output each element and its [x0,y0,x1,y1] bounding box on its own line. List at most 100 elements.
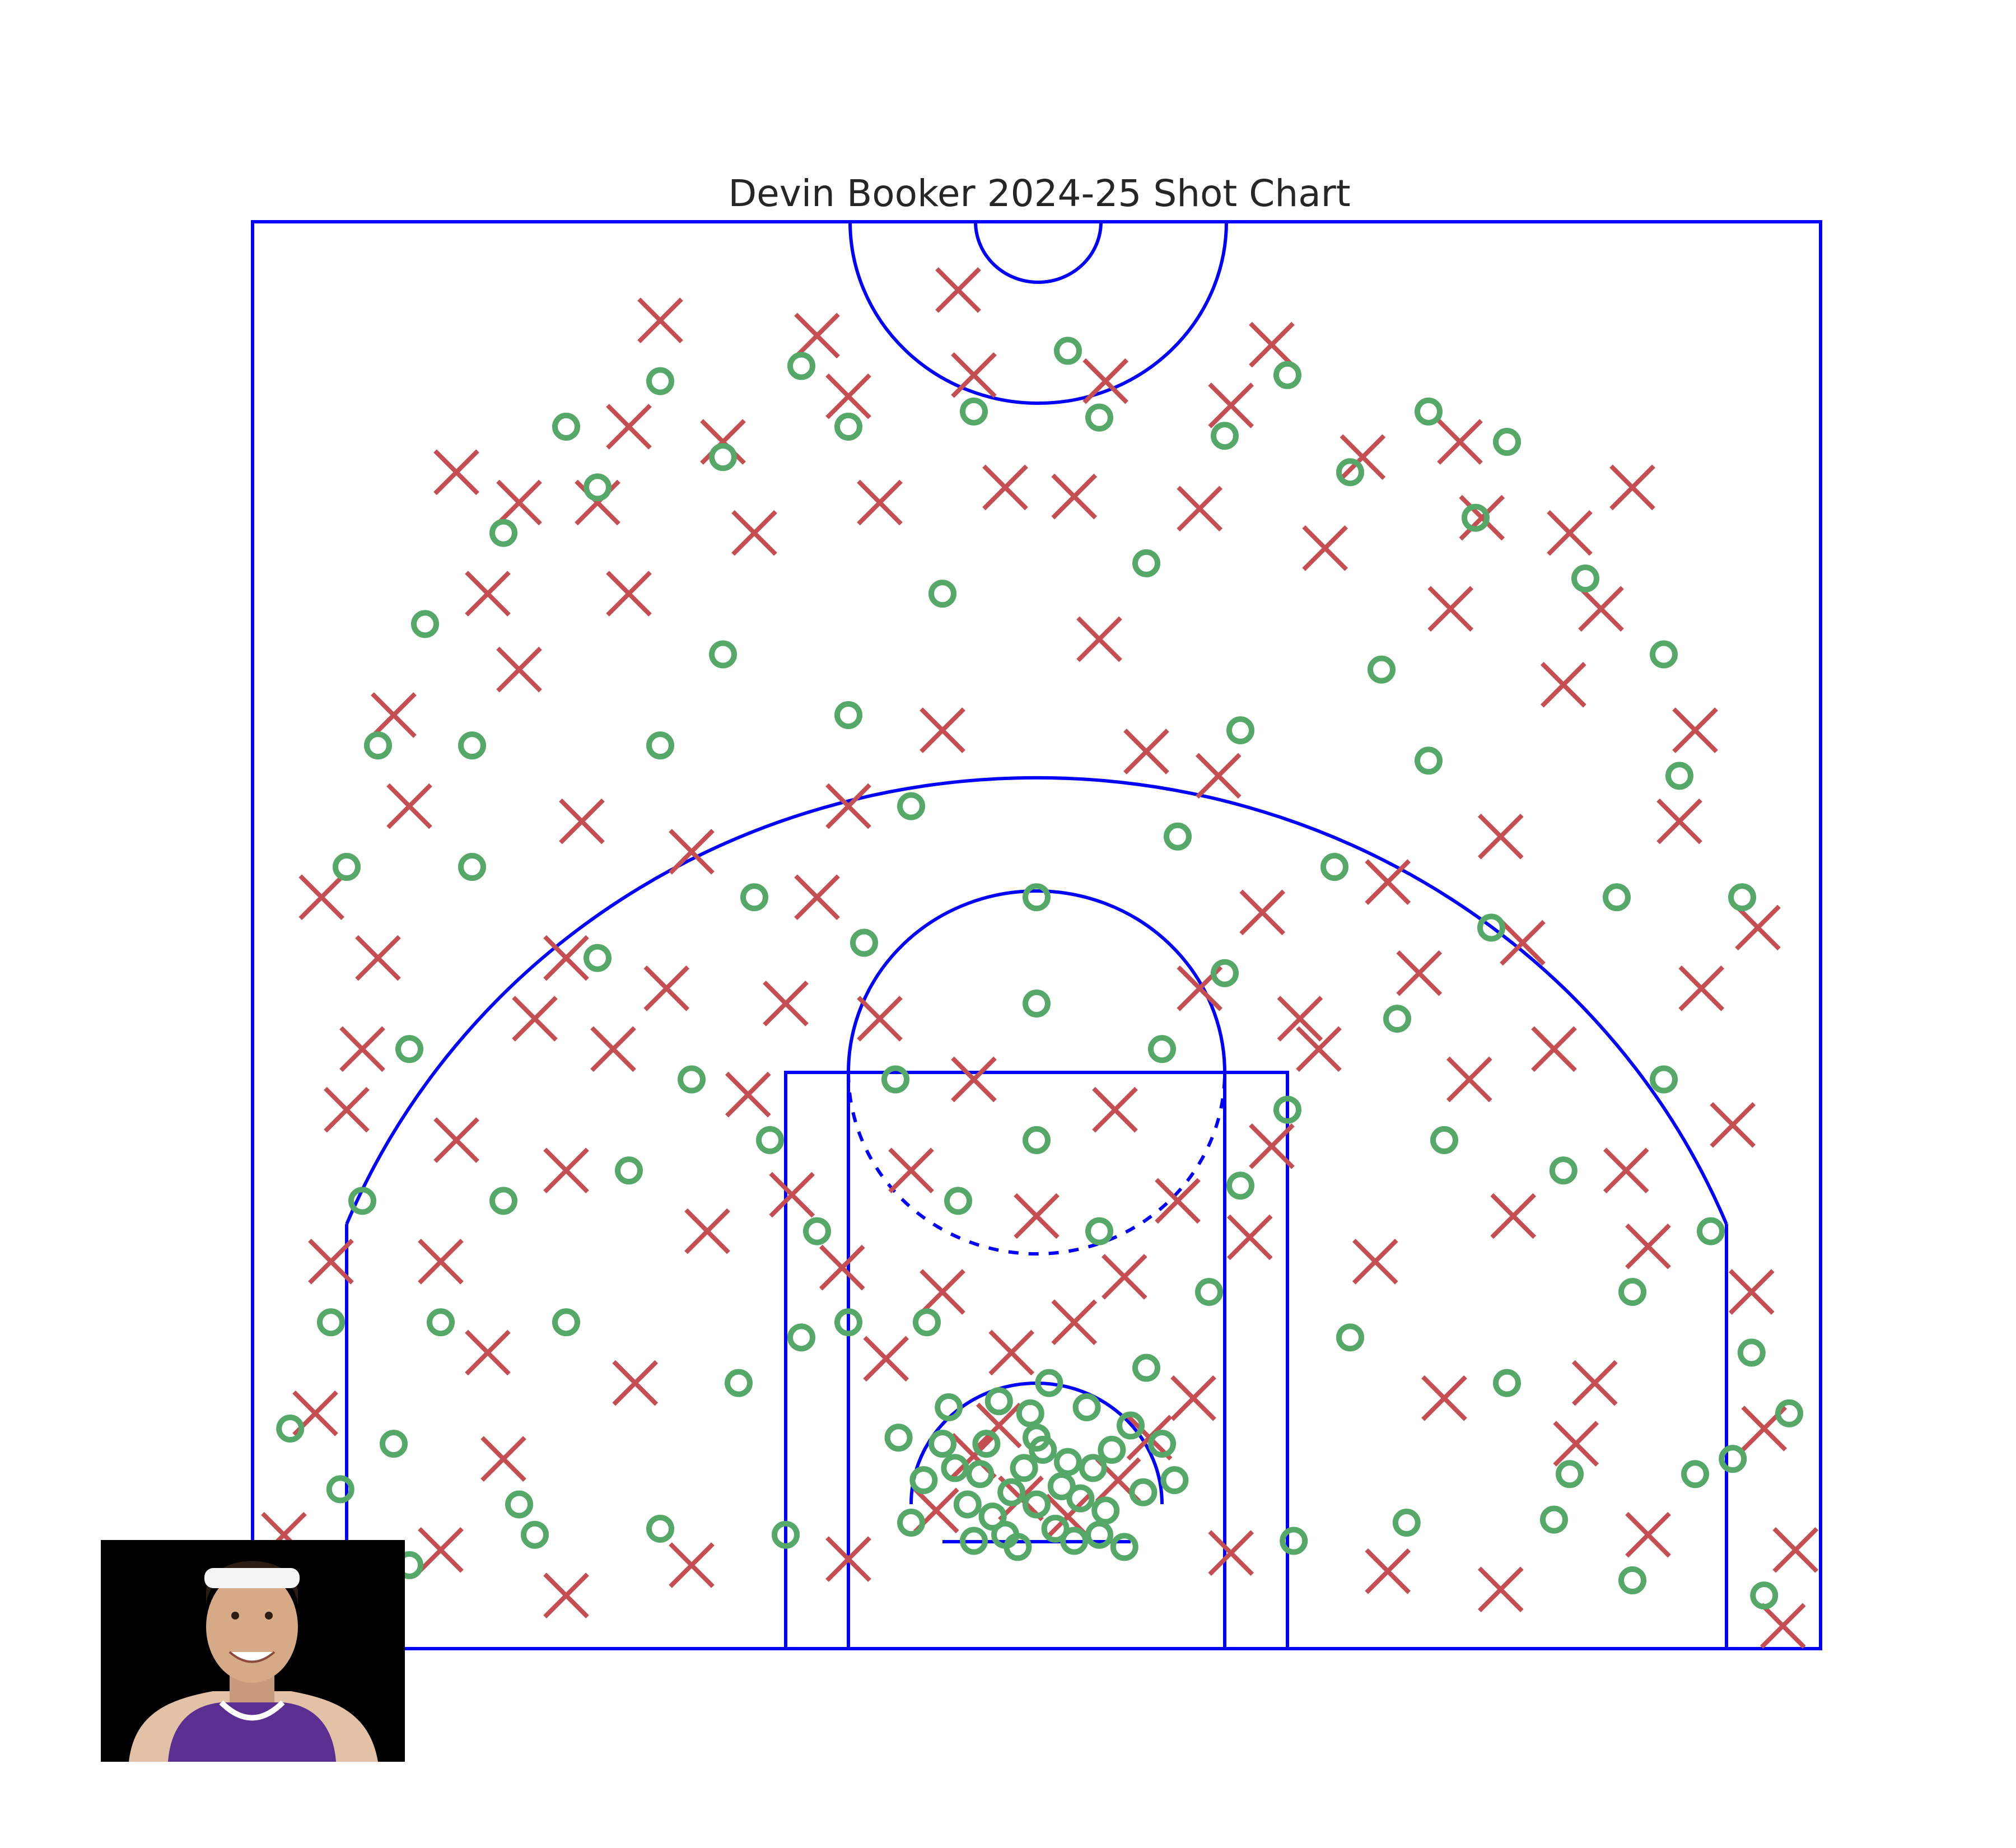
made-shot-marker [834,701,862,729]
made-shot-marker [709,443,737,472]
missed-shot-marker [324,1086,370,1133]
made-shot-marker [1023,1490,1051,1519]
missed-shot-x [1547,510,1593,556]
made-shot-marker [1618,1278,1646,1306]
missed-shot-marker [825,373,871,419]
missed-shot-marker [1477,813,1524,860]
missed-shot-marker [1540,661,1586,708]
made-shot-marker [1775,1399,1803,1427]
missed-shot-marker [418,1527,464,1573]
missed-shot-marker [1365,1548,1411,1594]
missed-shot-x [1760,1603,1806,1649]
made-shot-marker [276,1414,305,1443]
made-shot-marker [1023,1126,1051,1154]
missed-shot-x [575,479,620,526]
made-shot-marker [1415,746,1443,775]
made-shot-marker [1462,503,1490,532]
missed-shot-marker [794,874,840,921]
missed-shot-x [371,692,417,738]
made-shot-marker [941,1454,969,1482]
missed-shot-x [1609,464,1655,511]
missed-shot-x [643,965,690,1011]
made-shot-marker [1368,655,1396,684]
missed-shot-x [1710,1102,1756,1148]
missed-shot-x [1421,1375,1467,1421]
made-shot-marker [1383,1005,1411,1033]
missed-shot-x [298,874,345,921]
made-shot-marker [1211,422,1239,450]
missed-shot-x [1571,1360,1618,1406]
made-shot-marker [1160,1466,1189,1495]
made-shot-marker [326,1475,354,1504]
missed-shot-x [1277,996,1323,1042]
missed-shot-x [433,1117,479,1163]
missed-shot-marker [1446,1056,1492,1103]
missed-shot-marker [825,783,871,829]
made-shot-marker [1035,1369,1063,1397]
missed-shot-x [825,783,871,829]
made-shot-marker [1023,1424,1051,1452]
missed-shot-marker [1051,473,1098,520]
missed-shot-x [1531,1026,1577,1072]
missed-shot-x [1123,729,1169,774]
missed-shot-marker [1208,382,1254,428]
made-shot-marker [1054,1448,1082,1476]
missed-shot-x [1578,586,1624,632]
missed-shot-marker [1760,1603,1806,1649]
made-shot-marker [1148,1430,1176,1458]
made-shot-marker [1273,361,1301,389]
missed-shot-x [480,1436,526,1482]
made-shot-marker [1085,1217,1113,1245]
missed-shot-marker [1735,904,1781,951]
missed-shot-x [951,352,997,398]
missed-shot-marker [1477,1566,1524,1613]
missed-shot-x [1672,707,1718,753]
made-shot-marker [1054,337,1082,365]
made-shot-marker [834,1308,862,1337]
made-shot-marker [646,731,674,760]
missed-shot-marker [1421,1375,1467,1421]
missed-shot-marker [1155,1178,1201,1224]
missed-shot-x [418,1238,464,1285]
missed-shot-marker [1365,859,1411,905]
made-shot-marker [1195,1278,1223,1306]
missed-shot-x [1459,494,1505,541]
three-point-arc [345,776,1728,1225]
made-shot-marker [1571,564,1599,592]
made-shot-marker [1110,1533,1138,1561]
missed-shot-x [1625,1511,1671,1558]
made-shot-marker [803,1217,831,1245]
missed-shot-x [612,1360,659,1406]
missed-shot-x [1446,1056,1492,1103]
made-shot-marker [953,1490,982,1519]
missed-shot-marker [339,1026,385,1072]
missed-shot-x [512,996,558,1042]
made-shot-marker [1603,883,1631,912]
missed-shot-marker [794,312,840,359]
made-shot-marker [1079,1454,1107,1482]
missed-shot-marker [1710,1102,1756,1148]
missed-shot-marker [371,692,417,738]
missed-shot-x [935,267,981,313]
missed-shot-x [951,1056,997,1103]
missed-shot-x [857,479,903,526]
missed-shot-x [888,1147,934,1193]
missed-shot-marker [308,1238,354,1285]
missed-shot-marker [763,981,809,1026]
missed-shot-marker [857,996,903,1042]
missed-shots [261,267,1819,1649]
missed-shot-x [1365,1548,1411,1594]
made-shot-marker [787,352,815,380]
made-shot-marker [1085,403,1113,432]
made-shot-marker [772,1520,800,1549]
missed-shot-marker [1656,798,1702,844]
missed-shot-x [1249,1123,1295,1169]
missed-shot-x [465,571,511,617]
made-shot-marker [411,610,439,638]
made-shot-marker [1540,1505,1568,1534]
missed-shot-marker [543,1147,589,1193]
made-shot-marker [1148,1035,1176,1063]
made-shot-marker [1010,1454,1038,1482]
court-lines [251,220,1822,1650]
missed-shot-x [543,1572,589,1618]
